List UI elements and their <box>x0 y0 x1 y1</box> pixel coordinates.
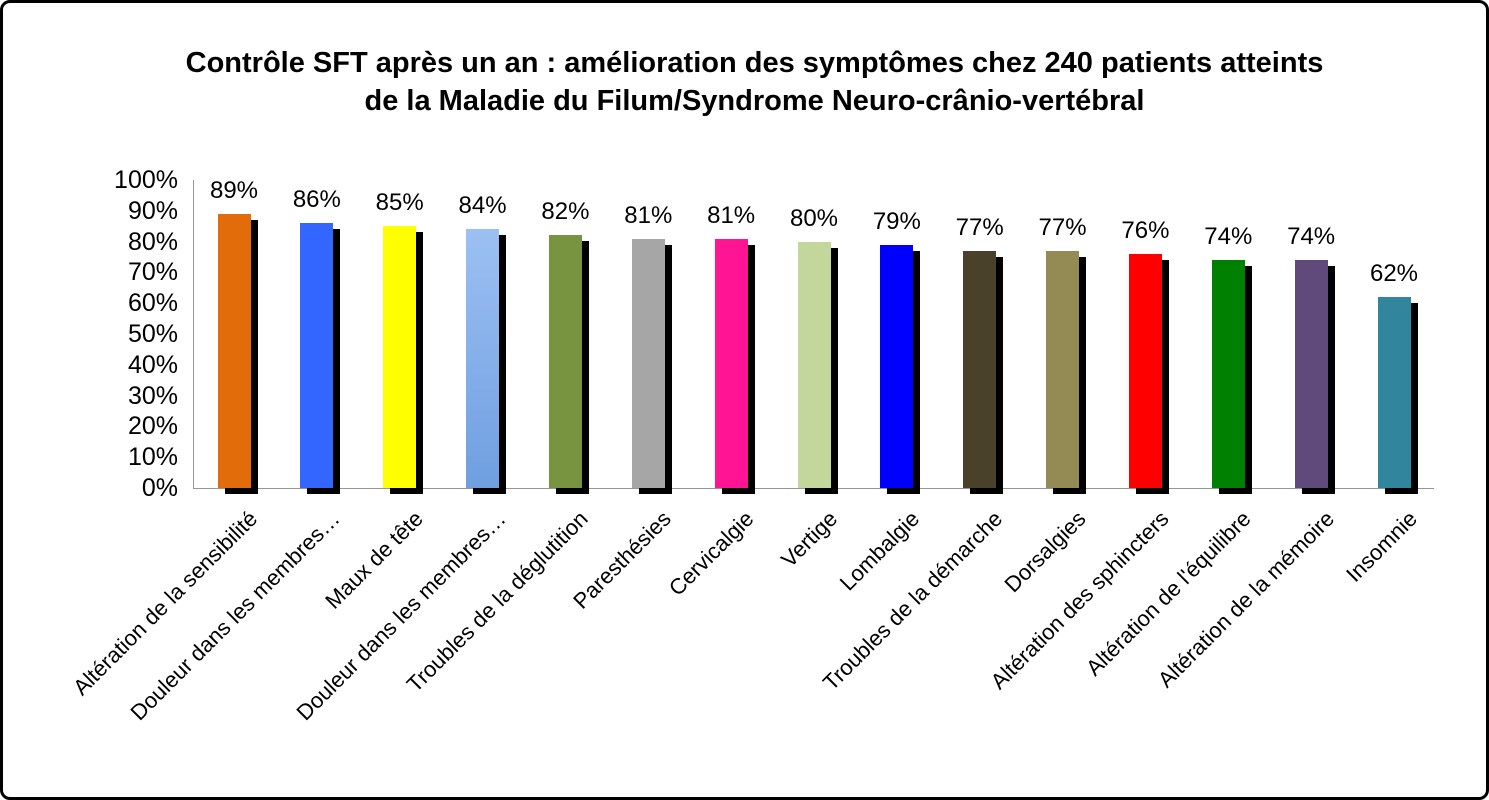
bar <box>1046 250 1080 488</box>
bar <box>383 226 417 488</box>
plot-area: 89% Altération de la sensibilité 86% Douleu… <box>68 177 1434 725</box>
y-axis-tick-label: 0% <box>141 474 178 502</box>
chart-title-line2: de la Maladie du Filum/Syndrome Neuro-cr… <box>364 85 1145 117</box>
bar <box>631 238 665 488</box>
bar-value-label: 76% <box>1121 216 1170 244</box>
bar-value-label: 85% <box>375 189 424 217</box>
bar-value-label: 82% <box>541 198 590 226</box>
bar <box>963 250 997 488</box>
bar <box>217 213 251 488</box>
bar <box>1294 260 1328 488</box>
bar <box>466 229 500 488</box>
y-axis-labels: 0% 10% 20% 30% 40% 50% 60% 70% 80% 90% 100% <box>50 166 178 502</box>
bar <box>300 223 334 488</box>
bar-value-label: 81% <box>624 201 673 229</box>
bar-value-label: 89% <box>209 176 259 204</box>
chart-title: Contrôle SFT après un an : amélioration … <box>40 44 1469 120</box>
bar-value-label: 77% <box>955 213 1004 241</box>
y-axis-tick-label: 20% <box>127 412 178 441</box>
y-axis-tick-label: 90% <box>127 196 178 225</box>
bar <box>548 235 582 488</box>
y-axis-tick-label: 60% <box>127 289 178 318</box>
bar <box>1377 297 1411 488</box>
bar <box>1128 253 1162 488</box>
y-axis-tick-label: 80% <box>127 227 178 256</box>
bar-value-label: 80% <box>789 204 839 232</box>
y-axis-tick-label: 50% <box>127 320 178 348</box>
bar <box>1211 260 1245 488</box>
y-axis-tick-label: 30% <box>127 381 178 410</box>
chart-title-line1: Contrôle SFT après un an : amélioration … <box>185 47 1324 79</box>
y-axis-tick-label: 40% <box>127 350 178 379</box>
bar <box>880 244 914 488</box>
bar <box>714 238 748 488</box>
bar-value-label: 84% <box>458 192 507 220</box>
y-axis-tick-label: 100% <box>114 166 178 194</box>
bar-value-label: 74% <box>1287 223 1336 251</box>
bar-value-label: 62% <box>1369 260 1419 288</box>
y-axis-tick-label: 10% <box>127 443 178 472</box>
bar <box>797 241 831 488</box>
bar-value-label: 79% <box>872 207 921 235</box>
bar-value-label: 81% <box>707 201 756 229</box>
bar-value-label: 74% <box>1204 223 1253 251</box>
y-axis-tick-label: 70% <box>127 258 178 287</box>
bar-value-label: 86% <box>292 186 341 214</box>
bar-value-label: 77% <box>1038 213 1087 241</box>
